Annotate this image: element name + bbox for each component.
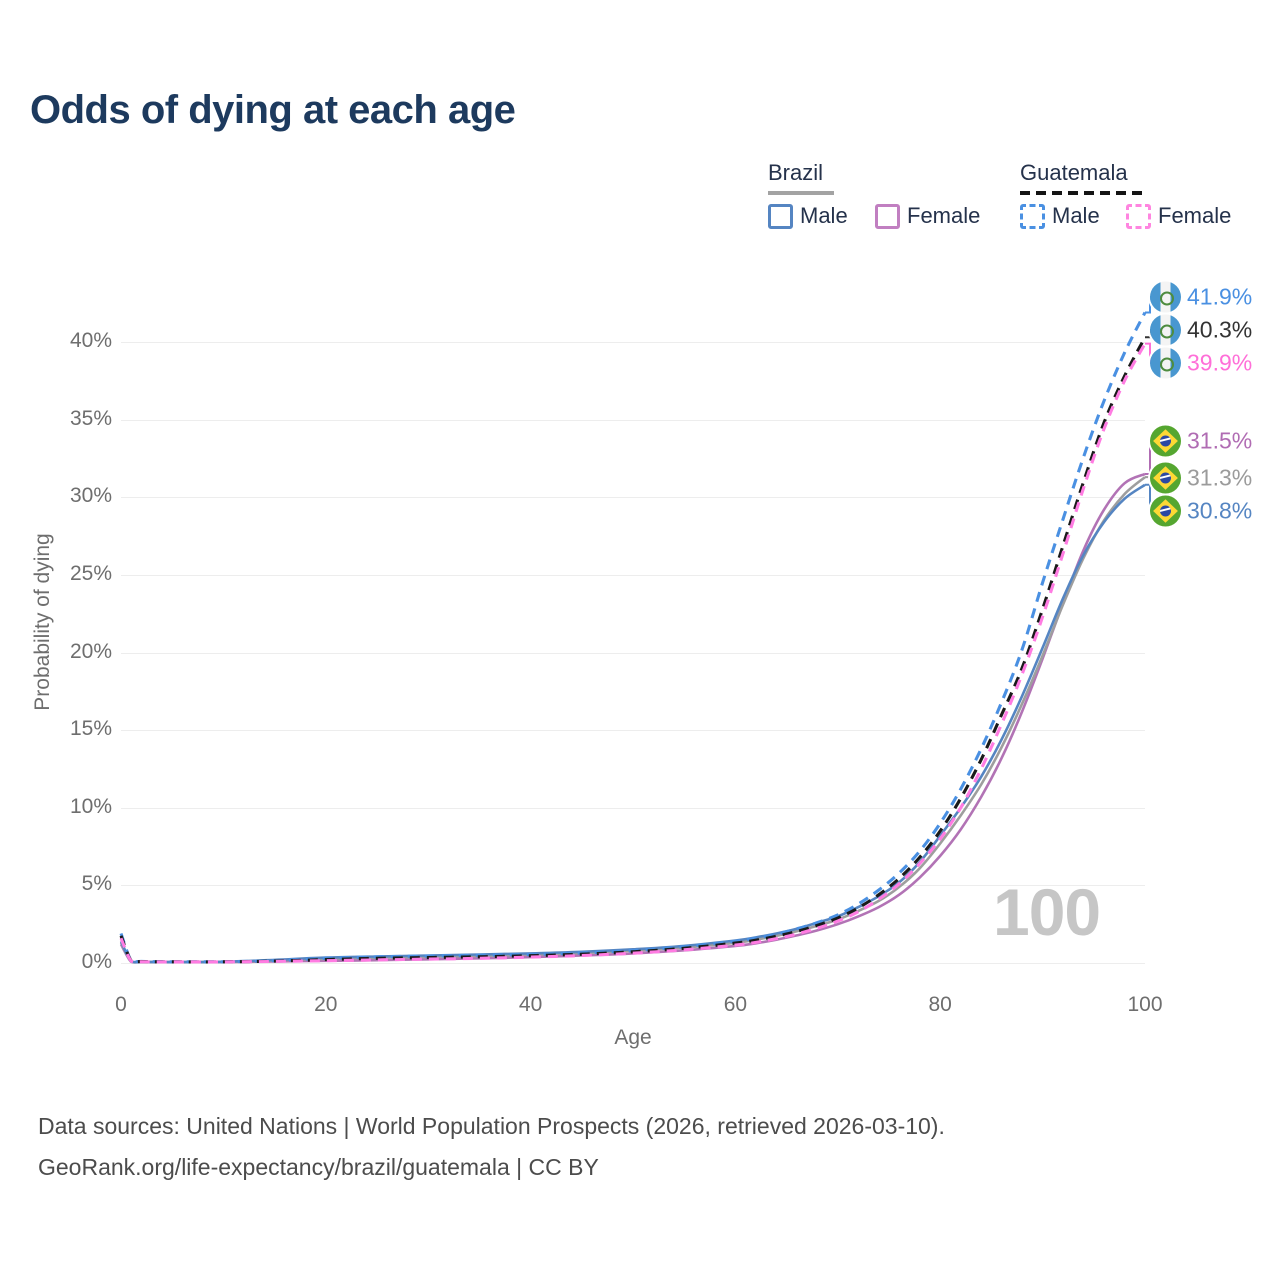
end-label-guatemala-both: 40.3% <box>1150 314 1253 346</box>
y-tick-label: 5% <box>81 872 112 895</box>
y-tick-label: 25% <box>69 562 112 585</box>
y-axis-title: Probability of dying <box>31 533 54 711</box>
y-tick-label: 10% <box>69 795 112 818</box>
y-tick-label: 40% <box>69 329 112 352</box>
end-label-brazil-male: 30.8% <box>1150 495 1253 527</box>
y-tick-label: 20% <box>69 640 112 663</box>
legend-item-brazil-male[interactable]: Male <box>768 203 848 229</box>
gridline <box>121 420 1145 421</box>
series-line-guatemala_both <box>119 336 1147 964</box>
series-line-brazil_both <box>119 476 1146 964</box>
end-label-value: 40.3% <box>1187 316 1253 343</box>
end-label-guatemala-female: 39.9% <box>1150 347 1253 379</box>
brazil-flag-icon <box>1150 495 1181 527</box>
legend-guatemala-line-sample <box>1020 191 1147 195</box>
legend-group-guatemala-label[interactable]: Guatemala <box>1020 160 1128 185</box>
legend-group-brazil-label[interactable]: Brazil <box>768 160 824 185</box>
x-tick-label: 60 <box>723 993 748 1016</box>
end-label-guatemala-male: 41.9% <box>1150 281 1253 313</box>
gridline <box>121 497 1145 498</box>
end-label-brazil-female: 31.5% <box>1150 425 1253 457</box>
x-tick-label: 0 <box>115 993 127 1016</box>
gridline <box>121 808 1145 809</box>
guatemala-flag-icon <box>1150 347 1181 379</box>
x-axis-title: Age <box>614 1026 652 1049</box>
end-label-value: 41.9% <box>1187 283 1253 310</box>
x-tick-label: 100 <box>1127 993 1163 1016</box>
series-line-brazil_female <box>119 472 1146 964</box>
age-watermark: 100 <box>993 875 1101 949</box>
series-line-brazil_male <box>119 483 1146 964</box>
end-label-value: 39.9% <box>1187 349 1253 376</box>
legend-item-label: Male <box>1052 203 1100 228</box>
gridline <box>121 342 1145 343</box>
legend-item-guatemala-female[interactable]: Female <box>1126 203 1231 229</box>
legend-item-label: Female <box>1158 203 1232 228</box>
legend-item-label: Male <box>800 203 848 228</box>
attribution-footer: Data sources: United Nations | World Pop… <box>38 1106 945 1188</box>
end-label-brazil-both: 31.3% <box>1150 462 1253 494</box>
page-title: Odds of dying at each age <box>30 88 516 132</box>
data-sources-line: Data sources: United Nations | World Pop… <box>38 1113 945 1139</box>
brazil-male-swatch-icon <box>768 203 793 229</box>
gridline <box>121 575 1145 576</box>
legend-item-label: Female <box>907 203 981 228</box>
legend-brazil-line-sample <box>768 191 834 195</box>
guatemala-flag-icon <box>1150 281 1181 313</box>
gridline <box>121 730 1145 731</box>
brazil-flag-icon <box>1150 425 1181 457</box>
guatemala-male-swatch-icon <box>1020 203 1045 229</box>
y-tick-label: 15% <box>69 717 112 740</box>
end-label-value: 31.3% <box>1187 464 1253 491</box>
x-tick-label: 20 <box>314 993 338 1016</box>
end-label-value: 30.8% <box>1187 497 1253 524</box>
x-tick-label: 80 <box>928 993 952 1016</box>
brazil-female-swatch-icon <box>875 203 900 229</box>
legend-item-guatemala-male[interactable]: Male <box>1020 203 1100 229</box>
x-tick-label: 40 <box>518 993 543 1016</box>
gridline <box>121 885 1145 886</box>
y-tick-label: 0% <box>81 950 112 973</box>
gridline <box>121 963 1145 964</box>
y-tick-label: 30% <box>69 484 112 507</box>
guatemala-flag-icon <box>1150 314 1181 346</box>
source-url-line: GeoRank.org/life-expectancy/brazil/guate… <box>38 1154 599 1180</box>
legend-item-brazil-female[interactable]: Female <box>875 203 980 229</box>
guatemala-female-swatch-icon <box>1126 203 1151 229</box>
series-line-guatemala_male <box>119 311 1147 964</box>
gridline <box>121 653 1145 654</box>
brazil-flag-icon <box>1150 462 1181 494</box>
end-label-value: 31.5% <box>1187 427 1253 454</box>
y-tick-label: 35% <box>69 407 112 430</box>
